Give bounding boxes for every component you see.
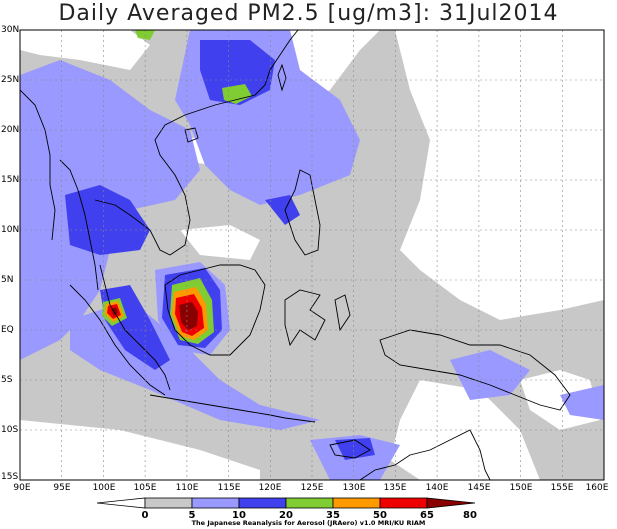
lat-label-5s: 5S [1, 375, 13, 385]
coast-taiwan [277, 63, 287, 92]
colorbar-label-0: 0 [141, 510, 149, 521]
lon-label-140e: 140E [425, 483, 449, 493]
colorbar-label-65: 65 [420, 510, 434, 521]
colorbar-seg-65-80 [379, 497, 428, 509]
coast-australia [359, 429, 491, 480]
lon-label-110e: 110E [175, 483, 199, 493]
coast-indochina [94, 104, 216, 256]
colorbar-seg-35-50 [285, 497, 334, 509]
coast-borneo [164, 264, 266, 356]
gridlines [20, 30, 604, 480]
colorbar-label-35: 35 [326, 510, 340, 521]
colorbar [96, 497, 476, 509]
pm25-band-green-china [222, 84, 252, 104]
coast-maluku [334, 294, 351, 332]
colorbar-left-arrow [96, 497, 146, 509]
colorbar-right-arrow [426, 497, 476, 509]
coast-sumatra [69, 284, 166, 396]
coast-myanmar [59, 159, 99, 291]
coast-hainan [184, 127, 199, 143]
lon-label-90e: 90E [13, 483, 31, 493]
lat-label-10s: 10S [1, 425, 19, 435]
colorbar-seg-20-35 [238, 497, 287, 509]
clean-area-north [20, 30, 150, 70]
lat-label-15n: 15N [1, 175, 20, 185]
map-title: Daily Averaged PM2.5 [ug/m3]: 31Jul2014 [58, 1, 559, 26]
lon-label-115e: 115E [217, 483, 241, 493]
coast-india-east [20, 89, 56, 241]
clean-area-southwest [20, 420, 260, 480]
colorbar-label-80: 80 [463, 510, 477, 521]
lat-label-5n: 5N [1, 275, 14, 285]
credit-text: The Japanese Reanalysis for Aerosol (JRA… [191, 519, 426, 527]
lon-label-95e: 95E [53, 483, 71, 493]
colorbar-seg-50-65 [332, 497, 381, 509]
lat-label-25n: 25N [1, 75, 20, 85]
clean-area-east [395, 30, 604, 320]
pm25-band-blue-south-china [200, 40, 275, 105]
colorbar-label-10: 10 [232, 510, 246, 521]
map-frame [19, 29, 605, 481]
lat-label-eq: EQ [1, 325, 14, 335]
lon-label-150e: 150E [509, 483, 533, 493]
lat-label-10n: 10N [1, 225, 20, 235]
lon-label-155e: 155E [550, 483, 574, 493]
lon-label-145e: 145E [467, 483, 491, 493]
pm25-band-darkred-borneo [179, 302, 198, 330]
coast-philippines [284, 169, 321, 256]
lon-label-135e: 135E [383, 483, 407, 493]
lon-label-130e: 130E [342, 483, 366, 493]
colorbar-seg-5-10 [144, 497, 193, 509]
clean-area-mid [180, 225, 260, 260]
coast-timor [329, 439, 371, 459]
lat-label-30n: 30N [1, 25, 20, 35]
colorbar-label-5: 5 [188, 510, 196, 521]
lon-label-120e: 120E [258, 483, 282, 493]
lat-label-15s: 15S [1, 472, 19, 482]
coast-java [149, 394, 271, 416]
lon-label-125e: 125E [300, 483, 324, 493]
pm25-band-blue-banda [335, 438, 375, 460]
colorbar-label-20: 20 [279, 510, 293, 521]
lon-label-100e: 100E [92, 483, 116, 493]
coast-new-guinea [379, 329, 571, 411]
pm25-band-blue-indochina [65, 185, 150, 255]
coast-south-china [214, 30, 299, 106]
pm25-band-blue-gulf [265, 195, 300, 225]
coast-lesser-sunda [269, 414, 316, 423]
colorbar-seg-10-20 [191, 497, 240, 509]
lat-label-20n: 20N [1, 125, 20, 135]
pm25-band-lightblue-east [560, 385, 604, 420]
lon-label-160e: 160E [585, 483, 609, 493]
colorbar-label-50: 50 [373, 510, 387, 521]
pm25-band-lightblue-png [450, 350, 530, 400]
lon-label-105e: 105E [133, 483, 157, 493]
